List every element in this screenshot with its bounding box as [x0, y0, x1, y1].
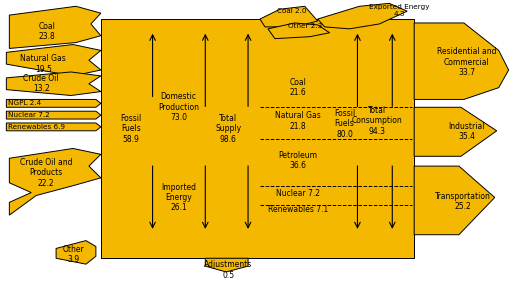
- Text: Total
Consumption
94.3: Total Consumption 94.3: [352, 106, 402, 136]
- Text: Renewables 7.1: Renewables 7.1: [268, 205, 328, 214]
- Polygon shape: [6, 44, 101, 76]
- Text: Imported
Energy
26.1: Imported Energy 26.1: [161, 183, 196, 212]
- Text: Coal
21.6: Coal 21.6: [289, 78, 306, 97]
- Text: Natural Gas
21.8: Natural Gas 21.8: [275, 111, 320, 131]
- Polygon shape: [318, 3, 407, 29]
- Polygon shape: [9, 6, 101, 48]
- Polygon shape: [414, 107, 497, 156]
- Text: Adjustments
0.5: Adjustments 0.5: [204, 260, 252, 280]
- Polygon shape: [101, 19, 414, 258]
- Text: Coal
23.8: Coal 23.8: [39, 22, 56, 42]
- Polygon shape: [6, 72, 101, 95]
- Text: Petroleum
36.6: Petroleum 36.6: [278, 151, 317, 170]
- Text: Industrial
35.4: Industrial 35.4: [448, 122, 485, 142]
- Text: Total
Supply
98.6: Total Supply 98.6: [215, 114, 241, 144]
- Text: Transportation
25.2: Transportation 25.2: [435, 192, 491, 211]
- Polygon shape: [6, 111, 101, 119]
- Text: Exported Energy
4.3: Exported Energy 4.3: [369, 4, 429, 17]
- Text: Other
3.9: Other 3.9: [62, 245, 84, 264]
- Text: Nuclear 7.2: Nuclear 7.2: [276, 189, 320, 198]
- Text: Other 2.3: Other 2.3: [287, 23, 322, 29]
- Polygon shape: [414, 23, 509, 99]
- Text: NGPL 2.4: NGPL 2.4: [8, 100, 42, 106]
- Text: Crude Oil and
Products
22.2: Crude Oil and Products 22.2: [20, 158, 72, 188]
- Polygon shape: [56, 241, 96, 264]
- Text: Crude Oil
13.2: Crude Oil 13.2: [23, 74, 59, 93]
- Polygon shape: [6, 99, 101, 107]
- Polygon shape: [414, 166, 495, 235]
- Polygon shape: [268, 23, 330, 39]
- Text: Fossil
Fuels
80.0: Fossil Fuels 80.0: [334, 109, 355, 139]
- Text: Renewables 6.9: Renewables 6.9: [8, 124, 66, 130]
- Text: Natural Gas
19.5: Natural Gas 19.5: [20, 54, 66, 74]
- Text: Nuclear 7.2: Nuclear 7.2: [8, 112, 50, 118]
- Text: Fossil
Fuels
58.9: Fossil Fuels 58.9: [120, 114, 141, 144]
- Polygon shape: [205, 258, 248, 272]
- Text: Residential and
Commercial
33.7: Residential and Commercial 33.7: [437, 47, 496, 77]
- Polygon shape: [260, 6, 318, 27]
- Text: Domestic
Production
73.0: Domestic Production 73.0: [158, 92, 199, 122]
- Text: Coal 2.0: Coal 2.0: [277, 8, 307, 14]
- Polygon shape: [9, 149, 101, 215]
- Polygon shape: [6, 123, 101, 131]
